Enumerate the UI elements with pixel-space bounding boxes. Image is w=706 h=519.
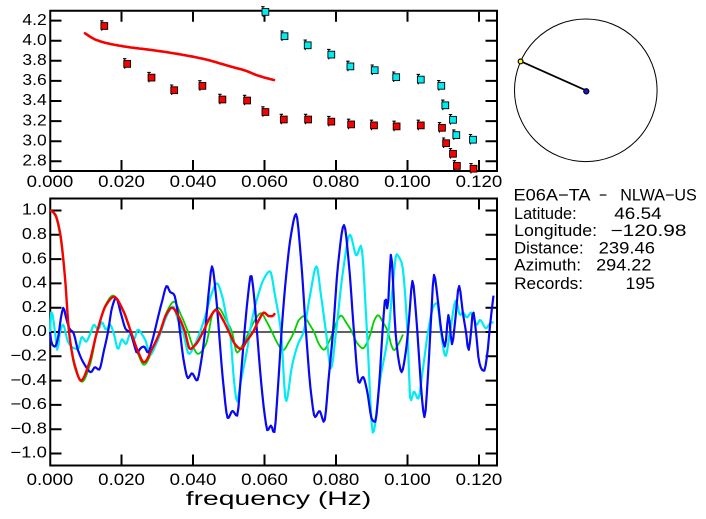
svg-text:Latitude:: Latitude: <box>514 205 577 223</box>
svg-text:239.46: 239.46 <box>599 239 655 257</box>
svg-text:Records:: Records: <box>514 275 583 293</box>
svg-text:0.060: 0.060 <box>241 471 288 489</box>
svg-text:0.4: 0.4 <box>22 275 47 292</box>
svg-text:195: 195 <box>626 275 656 293</box>
svg-text:−0.4: −0.4 <box>10 372 47 389</box>
svg-text:0.000: 0.000 <box>27 471 74 489</box>
svg-text:NLWA−US: NLWA−US <box>620 187 697 205</box>
svg-text:0.100: 0.100 <box>384 173 431 191</box>
svg-text:−0.2: −0.2 <box>10 348 47 365</box>
svg-text:0.080: 0.080 <box>313 173 360 191</box>
svg-text:294.22: 294.22 <box>596 257 651 275</box>
svg-text:0.040: 0.040 <box>170 173 217 191</box>
svg-text:3.0: 3.0 <box>22 132 47 149</box>
svg-text:Longitude:: Longitude: <box>514 222 597 240</box>
svg-text:0.8: 0.8 <box>22 226 47 243</box>
svg-text:1.0: 1.0 <box>22 202 47 219</box>
svg-text:−120.98: −120.98 <box>611 222 687 240</box>
svg-text:0.000: 0.000 <box>27 173 74 191</box>
svg-text:3.2: 3.2 <box>22 112 46 129</box>
svg-text:3.4: 3.4 <box>22 92 47 109</box>
svg-text:0.080: 0.080 <box>313 471 360 489</box>
svg-text:0.040: 0.040 <box>170 471 217 489</box>
svg-text:3.8: 3.8 <box>22 52 46 69</box>
svg-text:0.120: 0.120 <box>456 173 503 191</box>
svg-text:2.8: 2.8 <box>22 153 46 170</box>
svg-text:−0.8: −0.8 <box>10 420 47 437</box>
svg-text:E06A−TA: E06A−TA <box>514 187 591 205</box>
svg-text:Distance:: Distance: <box>514 239 584 257</box>
svg-text:0.0: 0.0 <box>22 323 47 340</box>
svg-text:frequency (Hz): frequency (Hz) <box>186 488 372 510</box>
svg-text:4.2: 4.2 <box>22 12 46 29</box>
svg-text:3.6: 3.6 <box>22 72 46 89</box>
svg-text:0.2: 0.2 <box>22 299 47 316</box>
svg-text:4.0: 4.0 <box>22 32 47 49</box>
svg-text:0.120: 0.120 <box>456 471 503 489</box>
svg-text:−: − <box>599 187 607 205</box>
svg-text:0.6: 0.6 <box>22 250 47 267</box>
svg-text:0.100: 0.100 <box>384 471 431 489</box>
svg-text:0.060: 0.060 <box>241 173 288 191</box>
svg-text:46.54: 46.54 <box>614 205 661 223</box>
svg-text:−1.0: −1.0 <box>10 445 47 462</box>
svg-text:Azimuth:: Azimuth: <box>514 257 581 275</box>
svg-text:−0.6: −0.6 <box>10 396 47 413</box>
svg-text:0.020: 0.020 <box>98 471 145 489</box>
svg-text:0.020: 0.020 <box>98 173 145 191</box>
